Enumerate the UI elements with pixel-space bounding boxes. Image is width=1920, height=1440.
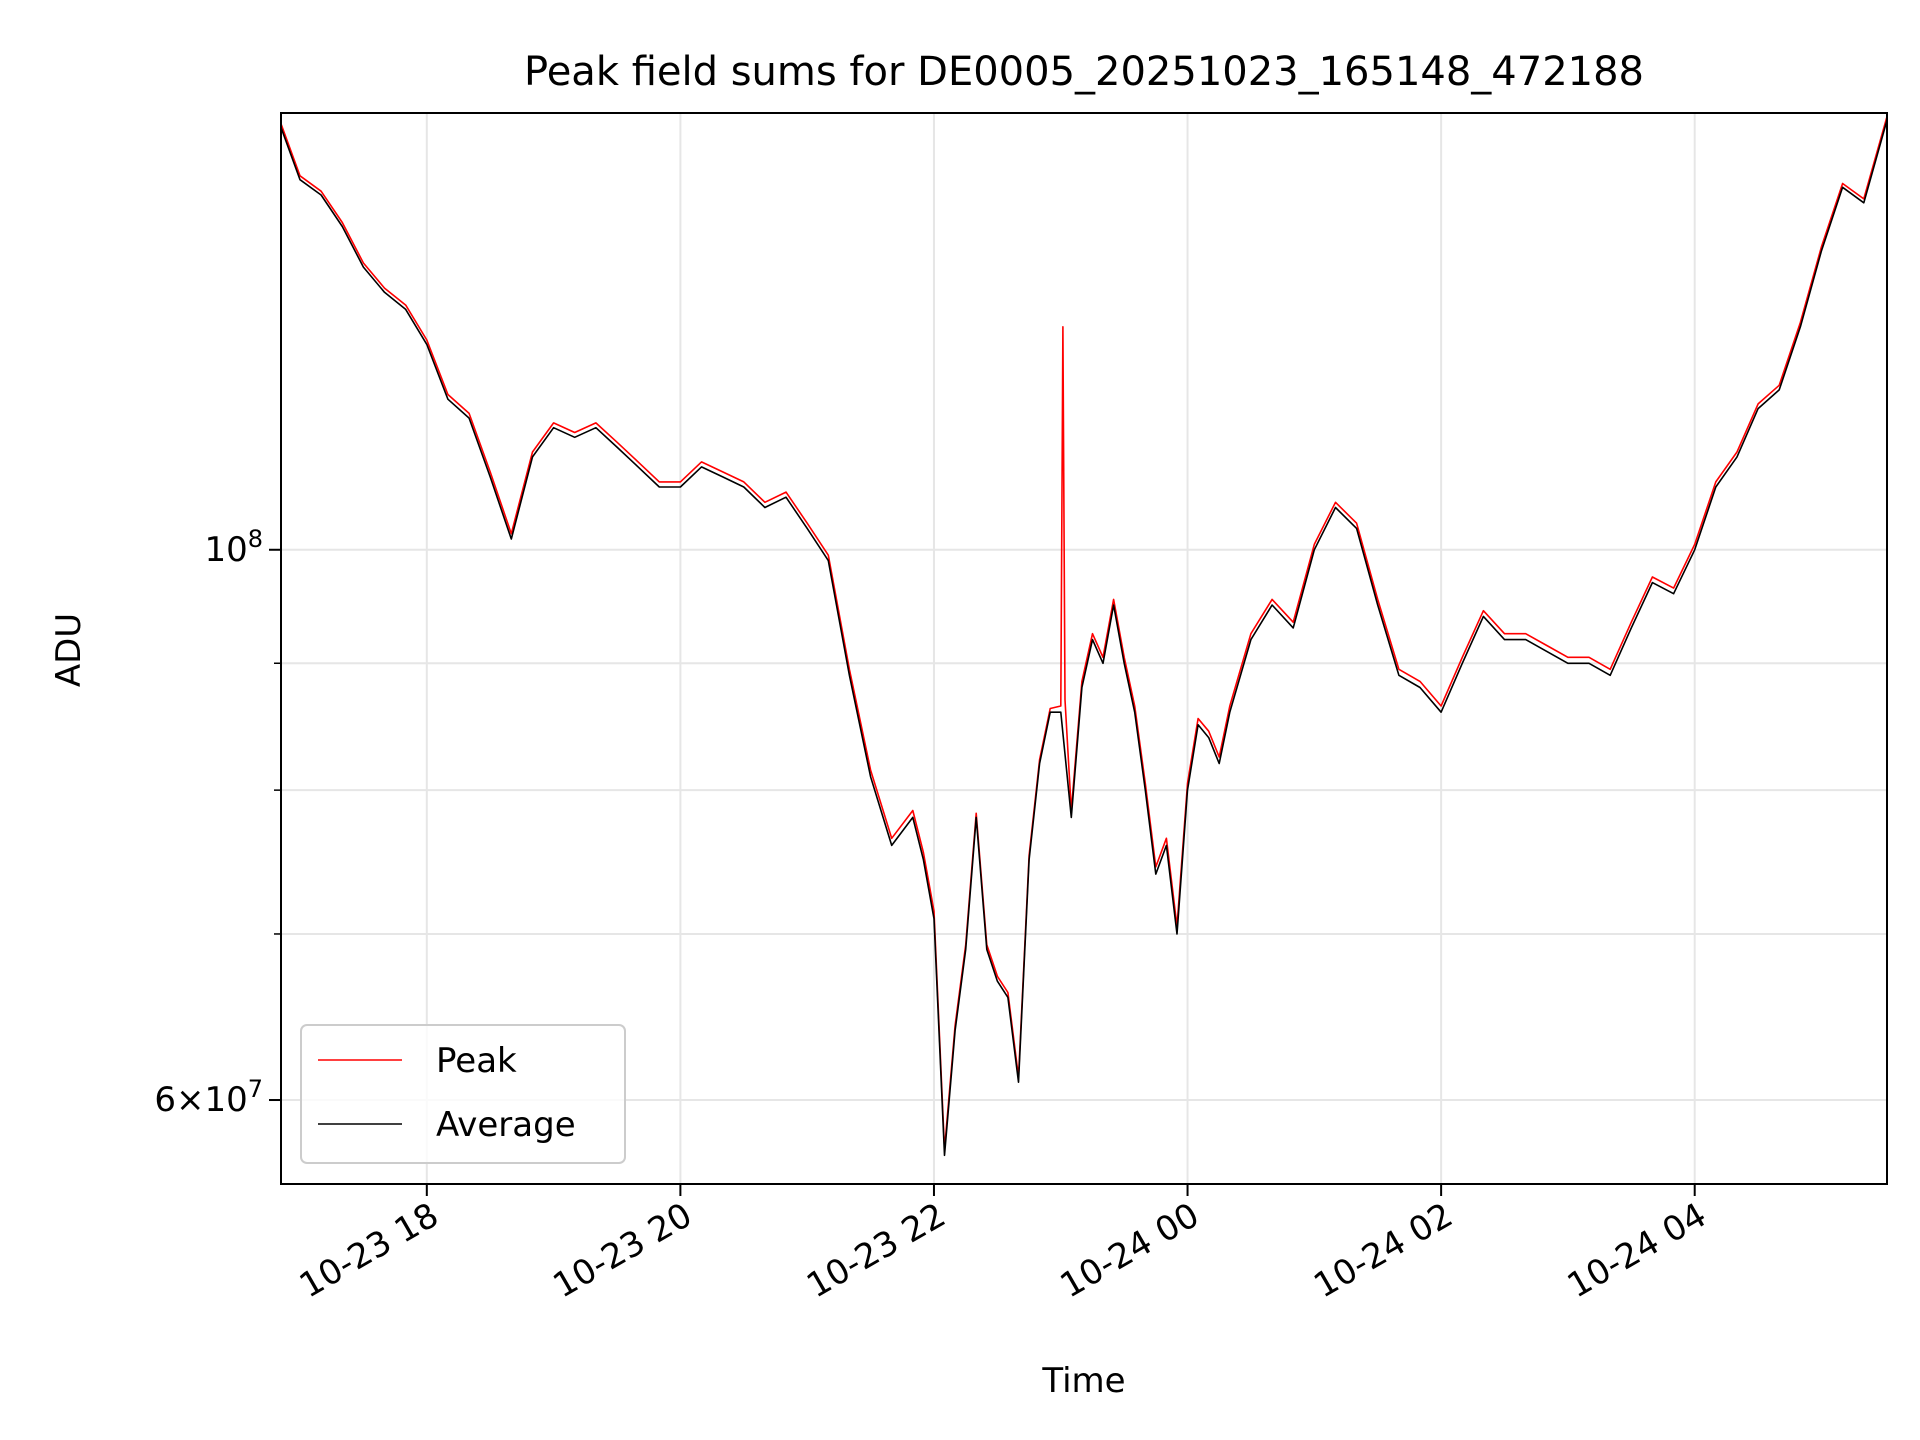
series-lines xyxy=(280,116,1888,1157)
legend-average-label: Average xyxy=(436,1105,576,1145)
series-line-peak xyxy=(280,116,1888,1151)
chart-title: Peak field sums for DE0005_20251023_1651… xyxy=(524,49,1644,95)
plot-frame xyxy=(280,112,1888,1185)
series-line-average xyxy=(280,119,1888,1157)
y-axis-label: ADU xyxy=(49,613,89,687)
y-tick-label-1: 108 xyxy=(204,525,263,570)
y-tick-label-0: 6×107 xyxy=(154,1075,263,1120)
x-axis-label: Time xyxy=(1041,1361,1125,1401)
legend: Peak Average xyxy=(300,1024,626,1164)
legend-peak-label: Peak xyxy=(436,1041,517,1081)
